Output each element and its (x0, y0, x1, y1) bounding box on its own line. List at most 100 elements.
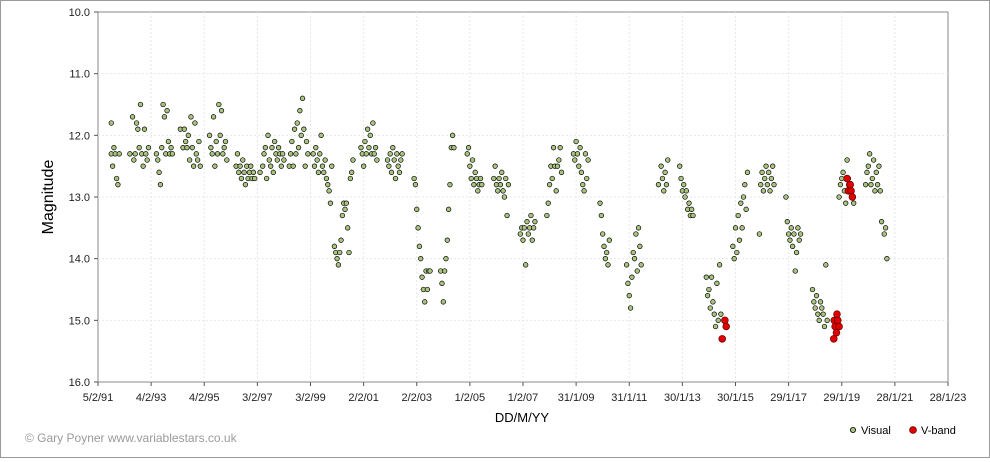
visual-point (872, 188, 878, 194)
visual-point (440, 299, 446, 305)
visual-point (441, 268, 448, 274)
visual-point (665, 157, 671, 163)
visual-point (469, 157, 476, 163)
visual-point (270, 169, 276, 175)
visual-point (703, 274, 709, 280)
visual-point (631, 256, 638, 262)
visual-point (443, 256, 449, 262)
visual-point (305, 151, 311, 157)
x-tick-label: 4/2/93 (136, 392, 167, 404)
visual-point (770, 163, 776, 169)
visual-point (783, 194, 789, 200)
visual-point (811, 299, 817, 305)
visual-point (787, 237, 793, 243)
visual-point (278, 163, 284, 169)
visual-point (824, 317, 830, 323)
visual-point (343, 200, 350, 206)
visual-point (113, 175, 120, 182)
visual-point (111, 145, 117, 151)
visual-point (686, 200, 692, 206)
visual-point (315, 169, 322, 175)
visual-point (108, 120, 114, 126)
visual-point (573, 138, 579, 145)
visual-point (213, 138, 219, 145)
y-tick-label: 11.0 (69, 69, 90, 81)
visual-point (475, 188, 481, 194)
visual-point (427, 268, 433, 274)
visual-point (342, 206, 348, 212)
visual-point (220, 151, 226, 157)
visual-point (327, 200, 334, 206)
visual-point (491, 175, 497, 182)
visual-point (843, 200, 849, 206)
visual-point (865, 163, 871, 169)
visual-point (659, 175, 666, 182)
visual-point (159, 145, 165, 151)
visual-point (164, 108, 170, 114)
visual-point (194, 157, 201, 163)
visual-series (108, 95, 890, 330)
y-tick-label: 14.0 (69, 254, 90, 266)
visual-point (638, 262, 644, 268)
visual-point (183, 138, 189, 145)
visual-point (165, 138, 172, 145)
visual-point (252, 175, 258, 182)
visual-point (718, 311, 724, 317)
visual-point (153, 151, 160, 157)
x-tick-label: 29/1/17 (770, 392, 807, 404)
visual-point (500, 188, 506, 194)
visual-point (370, 120, 376, 126)
visual-point (658, 163, 664, 169)
visual-point (313, 145, 319, 151)
visual-point (582, 151, 589, 157)
x-tick-label: 30/1/15 (717, 392, 754, 404)
visual-point (242, 182, 249, 188)
vband-point (718, 335, 726, 343)
visual-point (600, 231, 606, 237)
visual-point (346, 249, 352, 256)
visual-point (212, 163, 218, 169)
visual-point (576, 163, 582, 169)
visual-point (788, 225, 794, 231)
visual-point (412, 182, 419, 188)
visual-point (554, 163, 561, 169)
visual-point (520, 237, 526, 243)
visual-point (556, 157, 562, 163)
visual-point (789, 243, 796, 249)
visual-point (418, 256, 424, 262)
visual-point (677, 163, 683, 169)
visual-point (192, 120, 198, 126)
visual-point (371, 151, 377, 157)
visual-point (326, 188, 332, 194)
visual-point (310, 151, 316, 157)
visual-point (766, 169, 772, 175)
visual-point (851, 200, 857, 206)
visual-point (444, 237, 450, 243)
visual-point (287, 151, 294, 157)
visual-point (863, 182, 869, 188)
visual-point (322, 157, 328, 163)
visual-point (222, 138, 229, 145)
y-tick-label: 15.0 (69, 315, 90, 327)
visual-point (605, 262, 611, 268)
visual-point (585, 157, 591, 163)
x-axis-ticks: 5/2/91 4/2/93 4/2/95 3/2/97 3/2/99 2/2/01 2/2/… (83, 382, 966, 404)
visual-point (238, 175, 245, 182)
visual-point (819, 305, 825, 311)
visual-point (572, 157, 578, 163)
visual-point (881, 231, 887, 237)
visual-point (339, 212, 346, 219)
visual-point (661, 188, 667, 194)
visual-point (186, 157, 193, 163)
visual-point (414, 206, 420, 212)
visual-point (544, 212, 550, 219)
visual-point (218, 108, 225, 114)
visual-point (250, 169, 257, 175)
visual-point (294, 120, 300, 126)
vband-point (834, 316, 842, 325)
visual-point (690, 212, 696, 219)
visual-point (345, 225, 351, 231)
visual-point (208, 145, 214, 151)
